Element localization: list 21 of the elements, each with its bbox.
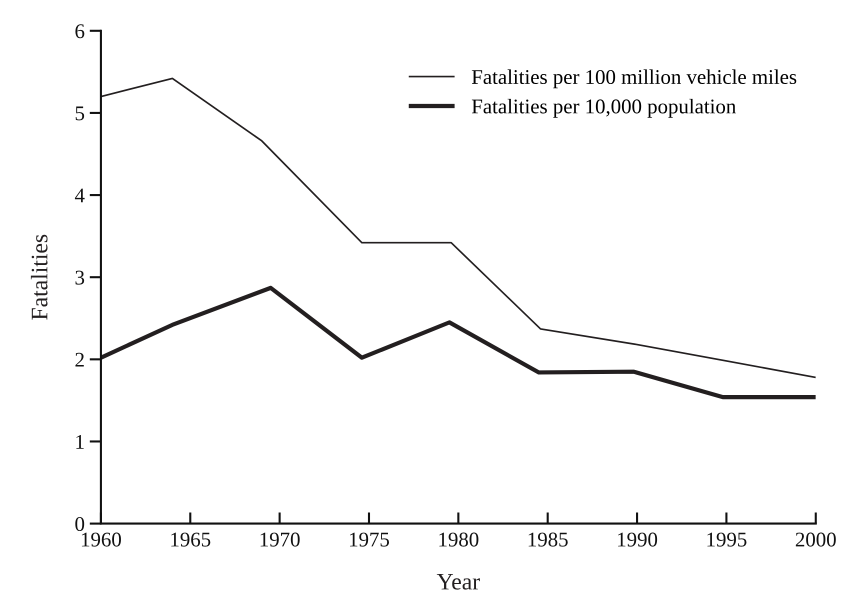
y-tick-label: 6 <box>75 24 84 38</box>
legend-label: Fatalities per 100 million vehicle miles <box>472 69 796 88</box>
y-tick-label: 0 <box>75 516 84 532</box>
x-tick-label: 1960 <box>82 532 121 547</box>
y-tick-label: 3 <box>76 270 84 285</box>
x-tick-label: 1970 <box>260 532 300 547</box>
y-tick-label: 4 <box>74 188 85 202</box>
y-tick-label: 2 <box>75 352 84 367</box>
x-tick-label: 1975 <box>350 532 390 547</box>
x-tick-label: 1990 <box>618 532 658 547</box>
y-tick-label: 1 <box>76 434 84 449</box>
x-tick-label: 1965 <box>171 532 210 547</box>
x-tick-label: 1980 <box>439 532 478 547</box>
x-tick-label: 1995 <box>707 532 746 547</box>
y-tick-label: 5 <box>76 106 84 120</box>
x-axis-title: Year <box>436 574 480 590</box>
x-tick-label: 1985 <box>528 532 568 547</box>
line-series <box>100 286 816 400</box>
x-tick-label: 2000 <box>796 532 836 547</box>
y-axis-title: Fatalities <box>30 234 48 320</box>
legend-label: Fatalities per 10,000 population <box>472 98 736 118</box>
